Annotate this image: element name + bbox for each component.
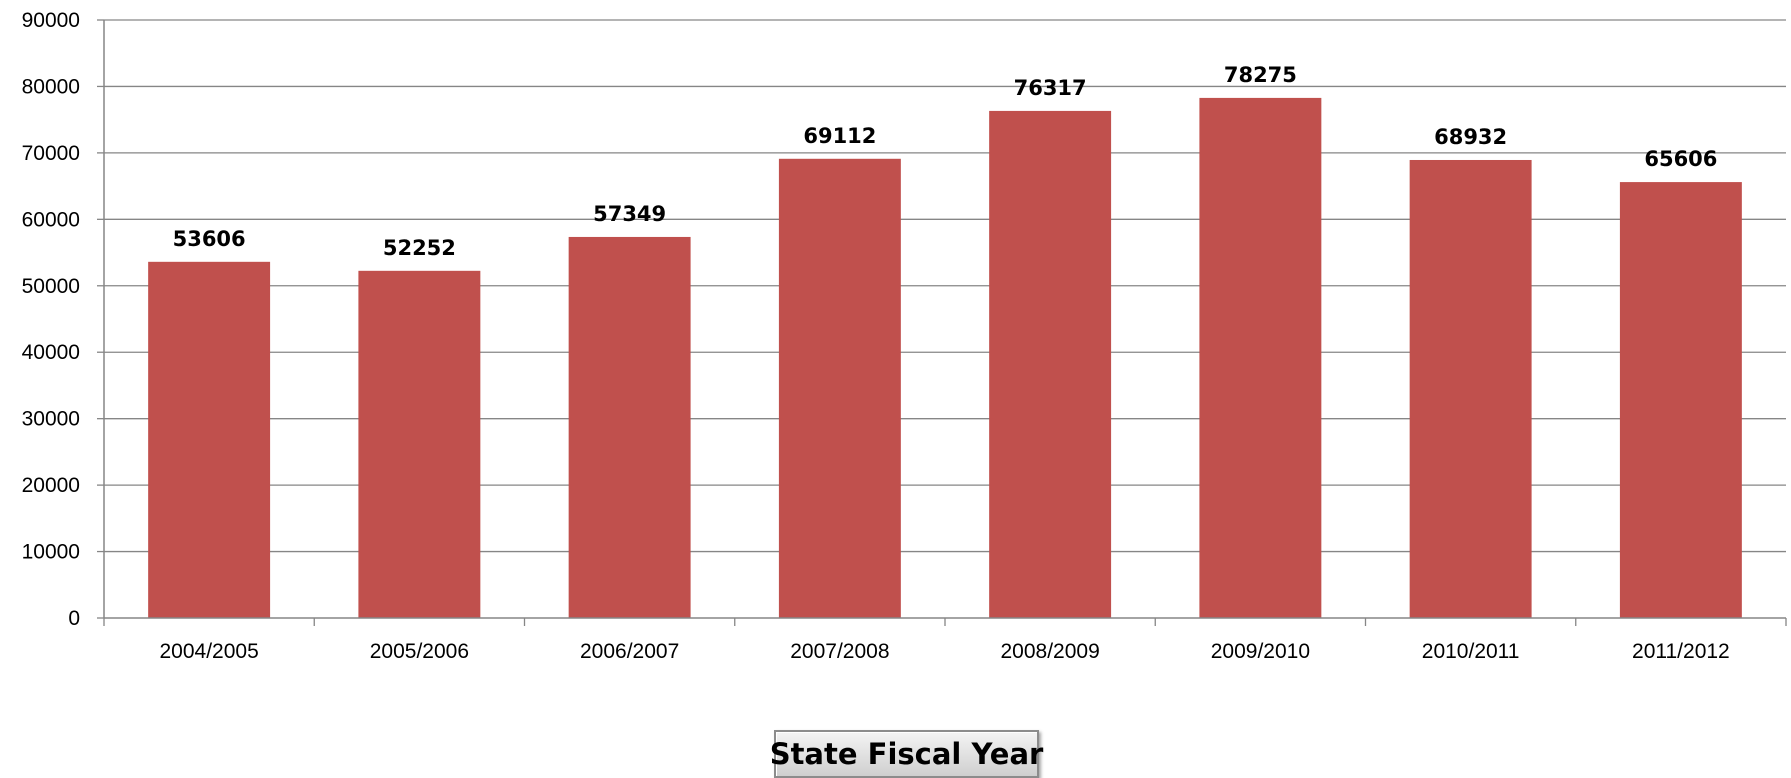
data-label: 65606 <box>1644 147 1717 171</box>
x-tick-label: 2007/2008 <box>790 640 889 663</box>
axes <box>97 19 1787 626</box>
y-tick-label: 30000 <box>22 408 80 431</box>
bar <box>148 261 271 618</box>
bar <box>1619 182 1742 618</box>
x-tick-label: 2010/2011 <box>1422 640 1520 663</box>
x-tick-label: 2005/2006 <box>370 640 469 663</box>
x-tick-label: 2008/2009 <box>1000 640 1099 663</box>
y-tick-label: 40000 <box>22 341 80 364</box>
y-tick-label: 60000 <box>22 208 80 231</box>
y-tick-label: 10000 <box>22 541 80 564</box>
data-label: 53606 <box>173 227 246 251</box>
y-tick-label: 20000 <box>22 474 80 497</box>
y-tick-label: 90000 <box>22 9 80 32</box>
data-label: 78275 <box>1224 63 1297 87</box>
bar <box>1199 97 1322 618</box>
x-tick-label: 2004/2005 <box>159 640 258 663</box>
data-label: 52252 <box>383 236 456 260</box>
y-tick-label: 0 <box>68 607 80 630</box>
bar <box>778 158 901 618</box>
x-tick-label: 2009/2010 <box>1211 640 1310 663</box>
bar <box>989 110 1112 619</box>
x-axis-title: State Fiscal Year <box>769 737 1044 771</box>
x-tick-labels: 2004/2005 2005/2006 2006/2007 2007/2008 2008… <box>159 640 1729 663</box>
x-axis-title-box: State Fiscal Year <box>770 730 1043 778</box>
x-tick-label: 2011/2012 <box>1632 640 1730 663</box>
gridlines <box>104 19 1786 553</box>
bar <box>358 270 481 618</box>
bar <box>568 236 691 618</box>
data-label: 76317 <box>1014 76 1087 100</box>
y-tick-label: 70000 <box>22 142 80 165</box>
bar <box>1409 159 1532 618</box>
data-label: 57349 <box>593 202 666 226</box>
y-tick-label: 50000 <box>22 275 80 298</box>
x-tick-label: 2006/2007 <box>580 640 679 663</box>
y-tick-labels: 0 10000 20000 30000 40000 50000 60000 70000 8000… <box>22 9 80 630</box>
data-label: 69112 <box>803 124 876 148</box>
bars <box>148 97 1742 619</box>
data-label: 68932 <box>1434 125 1507 149</box>
data-labels: 53606 52252 57349 69112 76317 78275 68932 65606 <box>173 63 1718 260</box>
y-tick-label: 80000 <box>22 75 80 98</box>
